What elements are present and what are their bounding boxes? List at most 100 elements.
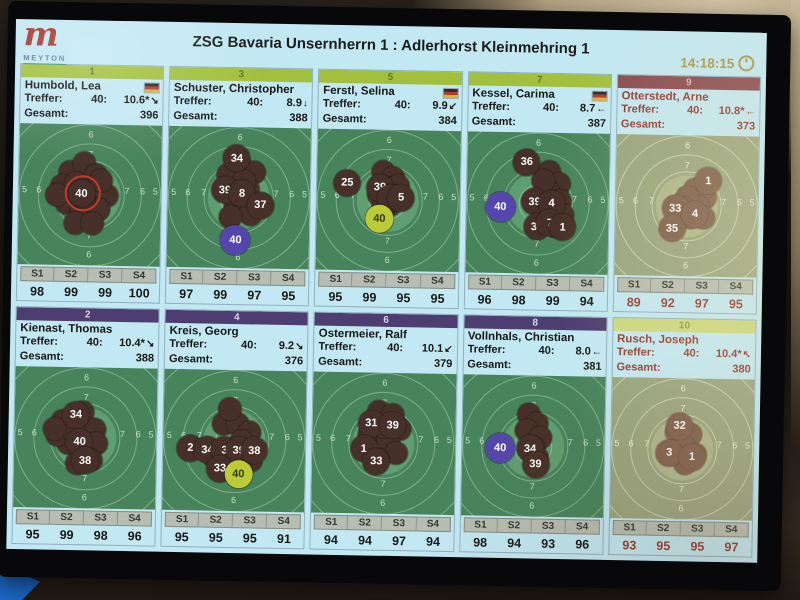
ring-number: 6 bbox=[36, 184, 42, 195]
series-score: 94 bbox=[323, 532, 339, 548]
series-score: 95 bbox=[690, 539, 705, 554]
total-score: 388 bbox=[135, 352, 155, 365]
shooter-panel: 7 Kessel, Carima Treffer: 40: 8.7← Gesam… bbox=[463, 71, 612, 312]
series-score: 94 bbox=[357, 533, 373, 548]
series-header: S1 bbox=[164, 511, 200, 528]
shot-count: 40: bbox=[683, 347, 700, 360]
last-shot-value: 9.2↘ bbox=[278, 339, 304, 353]
series-header: S2 bbox=[646, 520, 681, 537]
series-header: S1 bbox=[467, 274, 503, 290]
gesamt-row: Gesamt: 396 bbox=[20, 106, 162, 124]
last-shot-value: 8.0← bbox=[575, 345, 602, 358]
ring-number: 6 bbox=[185, 187, 191, 198]
series-score: 99 bbox=[59, 527, 74, 543]
ring-number: 6 bbox=[479, 435, 485, 446]
series-header: S3 bbox=[684, 278, 720, 294]
total-score: 381 bbox=[583, 360, 602, 373]
ring-number: 6 bbox=[384, 254, 390, 265]
series-header: S4 bbox=[569, 276, 605, 292]
series-header: S2 bbox=[352, 272, 387, 288]
series-header: S1 bbox=[612, 520, 647, 536]
ring-number: 5 bbox=[166, 430, 172, 441]
series-score: 97 bbox=[694, 296, 709, 311]
ring-number: 7 bbox=[418, 434, 424, 445]
ring-number: 5 bbox=[297, 432, 303, 443]
ring-number: 6 bbox=[632, 195, 639, 206]
german-flag-icon bbox=[591, 90, 608, 102]
ring-number: 6 bbox=[330, 433, 336, 444]
series-header: S1 bbox=[15, 509, 51, 525]
gesamt-label: Gesamt: bbox=[24, 107, 69, 120]
ring-number: 5 bbox=[614, 438, 620, 449]
meyton-logo-mark: m bbox=[23, 19, 60, 54]
shot-count: 40: bbox=[387, 341, 404, 355]
ring-number: 5 bbox=[618, 195, 624, 206]
gesamt-label: Gesamt: bbox=[620, 118, 666, 131]
total-score: 373 bbox=[736, 120, 756, 133]
shooter-panel: 4 Kreis, Georg Treffer: 40: 9.2↘ Gesamt:… bbox=[160, 308, 310, 550]
gesamt-label: Gesamt: bbox=[322, 112, 367, 126]
series-score: 98 bbox=[473, 535, 488, 550]
series-score: 97 bbox=[247, 288, 262, 303]
series-table: S1 S2 S3 S4 89 92 97 95 bbox=[614, 275, 757, 314]
ring-number: 5 bbox=[451, 192, 457, 203]
ring-number: 6 bbox=[682, 260, 689, 271]
ring-number: 6 bbox=[289, 189, 295, 200]
gesamt-label: Gesamt: bbox=[616, 361, 661, 374]
ring-number: 6 bbox=[628, 438, 634, 449]
gesamt-row: Gesamt: 388 bbox=[169, 109, 311, 127]
series-header: S1 bbox=[463, 517, 498, 533]
ring-number: 7 bbox=[678, 484, 684, 495]
ring-number: 6 bbox=[31, 427, 37, 438]
last-shot-value: 10.4*↘ bbox=[119, 336, 155, 350]
ring-number: 6 bbox=[380, 497, 386, 508]
ring-number: 6 bbox=[386, 134, 392, 145]
series-header: S1 bbox=[314, 514, 349, 531]
ring-number: 6 bbox=[736, 197, 742, 208]
series-header: S2 bbox=[198, 512, 234, 529]
series-score: 95 bbox=[396, 291, 411, 306]
series-score: 94 bbox=[579, 294, 594, 309]
series-table: S1 S2 S3 S4 96 98 99 94 bbox=[464, 272, 607, 311]
ring-number: 5 bbox=[600, 195, 606, 206]
gesamt-row: Gesamt: 384 bbox=[318, 112, 460, 130]
clock-icon bbox=[738, 55, 755, 72]
gesamt-label: Gesamt: bbox=[318, 355, 363, 369]
shooter-panel: 3 Schuster, Christopher Treffer: 40: 8.9… bbox=[165, 65, 314, 307]
ring-number: 7 bbox=[684, 159, 690, 170]
total-score: 396 bbox=[139, 109, 159, 122]
match-clock: 14:18:15 bbox=[680, 54, 755, 72]
series-table: S1 S2 S3 S4 98 94 93 96 bbox=[460, 515, 603, 554]
last-shot-value: 10.6*↘ bbox=[123, 94, 159, 107]
scoreboard-display: m MEYTON ZSG Bavaria Unsernherrn 1 : Adl… bbox=[6, 19, 767, 563]
series-score: 98 bbox=[29, 284, 45, 299]
match-title: ZSG Bavaria Unsernherrn 1 : Adlerhorst K… bbox=[192, 33, 590, 58]
series-score: 98 bbox=[511, 293, 526, 308]
target-display: 5 6 7 7 6 5 6 7 7 6 25398540 bbox=[315, 128, 461, 273]
series-score: 99 bbox=[362, 290, 377, 305]
ring-number: 6 bbox=[535, 137, 542, 148]
clock-time: 14:18:15 bbox=[680, 54, 735, 71]
ring-number: 7 bbox=[648, 195, 654, 206]
series-score: 95 bbox=[25, 527, 40, 542]
ring-number: 6 bbox=[533, 257, 539, 268]
gesamt-row: Gesamt: 379 bbox=[314, 355, 456, 373]
shot-direction-arrow-icon: ↙ bbox=[448, 100, 458, 113]
ring-number: 5 bbox=[148, 429, 154, 440]
ring-number: 5 bbox=[320, 189, 326, 200]
ring-number: 6 bbox=[230, 494, 237, 505]
shooter-panel: 8 Vollnhals, Christian Treffer: 40: 8.0←… bbox=[458, 314, 608, 555]
ring-number: 7 bbox=[384, 236, 391, 247]
gesamt-row: Gesamt: 380 bbox=[612, 360, 754, 378]
series-header: S3 bbox=[531, 518, 566, 535]
ring-number: 7 bbox=[269, 431, 275, 443]
treffer-label: Treffer: bbox=[318, 340, 357, 354]
gesamt-row: Gesamt: 373 bbox=[617, 117, 759, 135]
series-table: S1 S2 S3 S4 94 94 97 94 bbox=[311, 513, 454, 552]
ring-number: 6 bbox=[81, 492, 87, 503]
ring-number: 7 bbox=[380, 479, 386, 490]
ring-number: 6 bbox=[233, 374, 239, 386]
ring-number: 7 bbox=[273, 189, 279, 200]
